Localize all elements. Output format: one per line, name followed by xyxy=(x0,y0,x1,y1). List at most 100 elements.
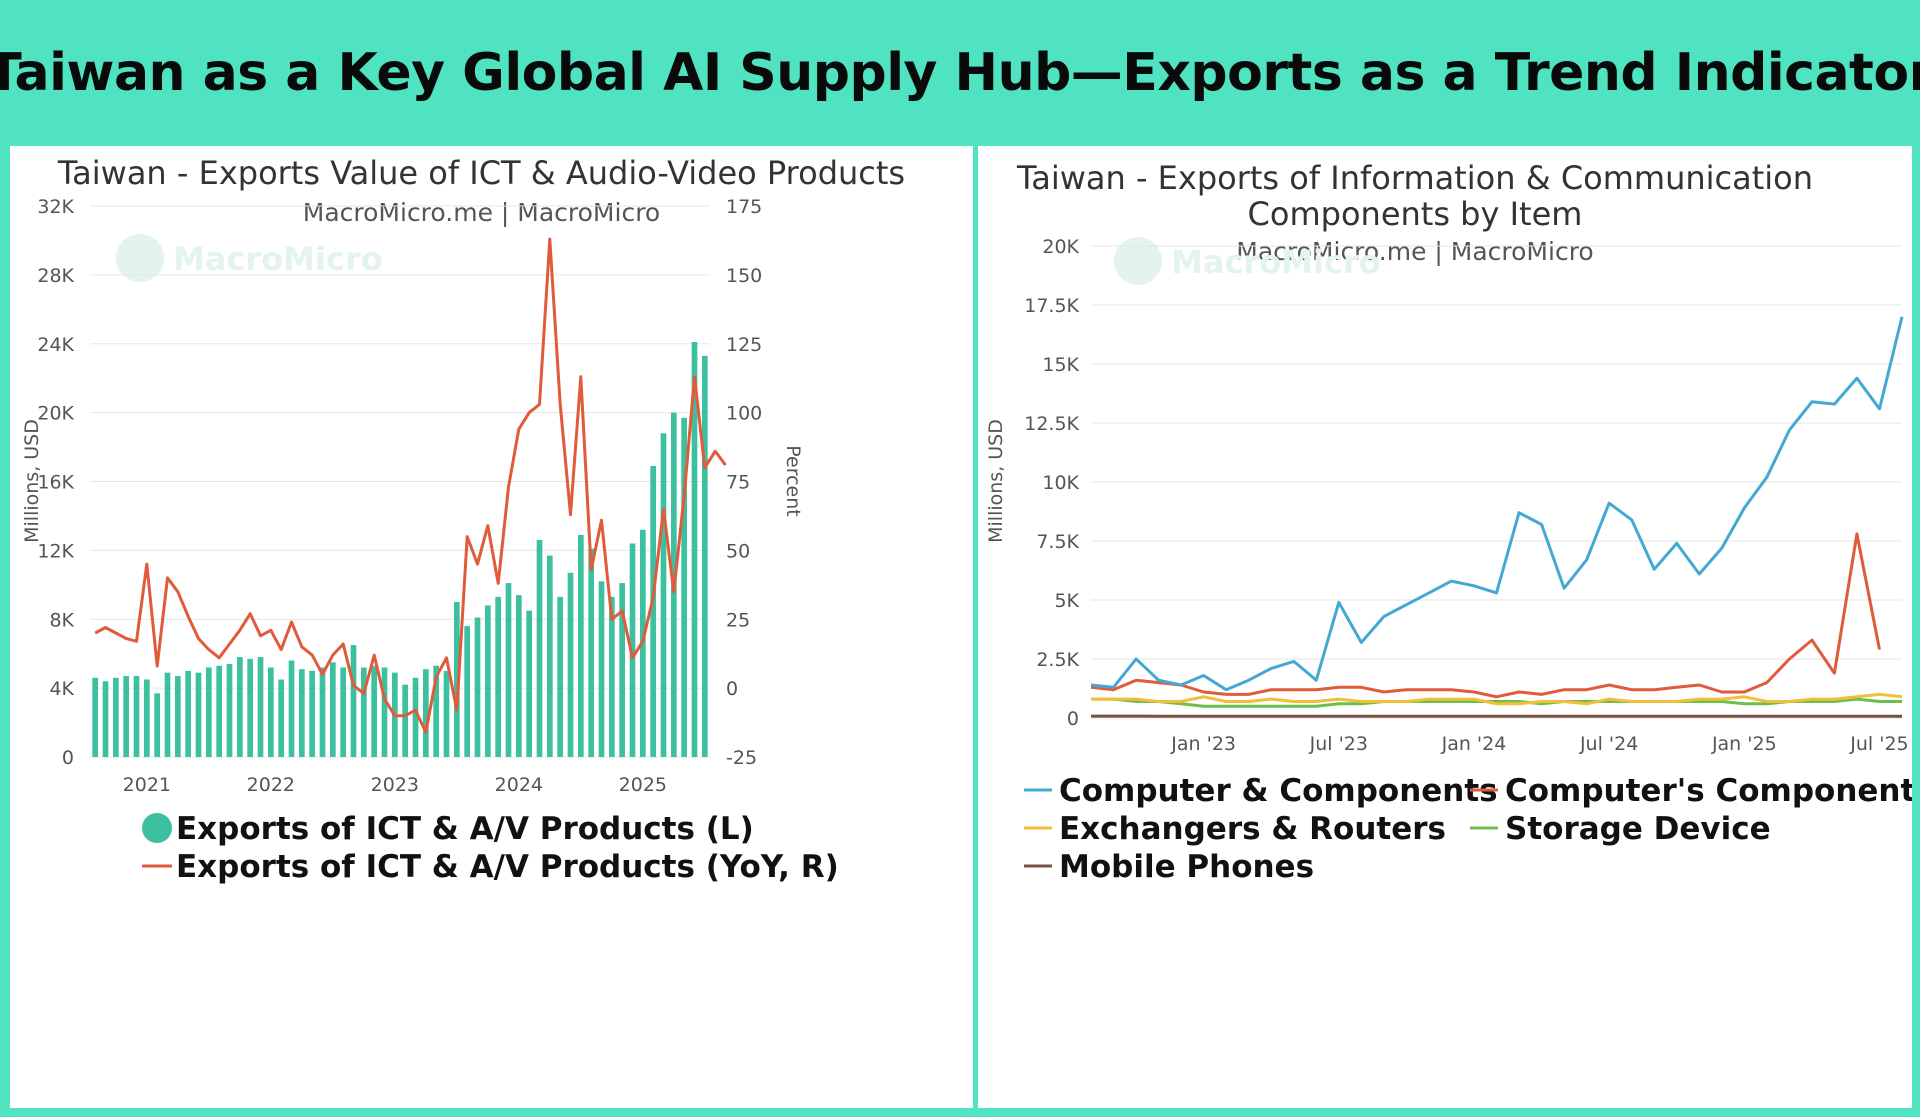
bar xyxy=(257,657,264,757)
bar xyxy=(495,596,502,757)
x-tick-label: 2024 xyxy=(495,774,543,796)
bar xyxy=(267,667,274,757)
bar xyxy=(464,626,471,757)
bar xyxy=(453,602,460,757)
y-tick-label: 15K xyxy=(1042,354,1079,376)
y-tick-label: 20K xyxy=(37,403,74,425)
bar xyxy=(505,583,512,757)
bar xyxy=(412,677,419,757)
watermark-logo-icon xyxy=(116,234,164,282)
bar xyxy=(701,355,708,757)
bar xyxy=(236,657,243,757)
y-tick-label: 10K xyxy=(1042,472,1079,494)
bar xyxy=(577,534,584,757)
bar xyxy=(608,596,615,757)
right-chart: Taiwan - Exports of Information & Commun… xyxy=(985,159,1912,885)
y2-tick-label: 75 xyxy=(726,472,750,494)
y-tick-label: 16K xyxy=(37,472,74,494)
y2-tick-label: -25 xyxy=(726,747,757,769)
bar xyxy=(329,662,336,757)
bar xyxy=(247,658,254,757)
bar xyxy=(319,667,326,757)
legend-bar-marker xyxy=(142,813,172,843)
y-tick-label: 20K xyxy=(1042,236,1079,258)
y-tick-label: 32K xyxy=(37,196,74,218)
x-tick-label: Jan '23 xyxy=(1170,733,1236,755)
bar xyxy=(309,670,316,757)
legend-label: Storage Device xyxy=(1505,811,1771,847)
y-tick-label: 0 xyxy=(1067,708,1079,730)
y-axis-label: Millions, USD xyxy=(21,419,43,543)
legend-label: Computer's Components xyxy=(1505,773,1912,809)
bar xyxy=(133,676,140,757)
bar xyxy=(350,645,357,757)
y2-tick-label: 0 xyxy=(726,678,738,700)
chart-subtitle: MacroMicro.me | MacroMicro xyxy=(303,198,660,227)
bar xyxy=(567,572,574,757)
x-tick-label: Jan '25 xyxy=(1711,733,1777,755)
y2-tick-label: 50 xyxy=(726,540,750,562)
chart-title-line-1: Taiwan - Exports of Information & Commun… xyxy=(1016,159,1813,197)
y-tick-label: 12K xyxy=(37,540,74,562)
bar xyxy=(681,417,688,757)
bar xyxy=(660,433,667,757)
bar xyxy=(402,684,409,757)
chart-title: Taiwan - Exports Value of ICT & Audio-Vi… xyxy=(57,154,905,192)
watermark-text: MacroMicro xyxy=(1171,243,1381,281)
bar xyxy=(288,660,295,757)
x-tick-label: Jul '23 xyxy=(1309,733,1368,755)
legend-label: Mobile Phones xyxy=(1059,849,1314,885)
y-tick-label: 5K xyxy=(1054,590,1079,612)
bar xyxy=(588,548,595,757)
x-tick-label: Jul '24 xyxy=(1579,733,1638,755)
bar xyxy=(164,672,171,757)
bar xyxy=(443,670,450,757)
yoy-line xyxy=(94,237,727,734)
legend-label: Exchangers & Routers xyxy=(1059,811,1446,847)
bar xyxy=(619,583,626,757)
series-line xyxy=(1090,316,1904,692)
bar xyxy=(422,669,429,757)
left-chart-panel: Taiwan - Exports Value of ICT & Audio-Vi… xyxy=(10,146,973,1108)
bar xyxy=(226,664,233,757)
legend-bar-label: Exports of ICT & A/V Products (L) xyxy=(176,811,754,847)
series-line xyxy=(1091,692,1903,706)
y2-tick-label: 100 xyxy=(726,403,762,425)
bar xyxy=(174,676,181,757)
bar xyxy=(123,676,130,757)
x-tick-label: 2022 xyxy=(247,774,295,796)
bar xyxy=(92,677,99,757)
bar xyxy=(112,677,119,757)
x-tick-label: 2023 xyxy=(371,774,419,796)
bar xyxy=(629,543,636,757)
bar xyxy=(102,681,109,757)
bar xyxy=(185,670,192,757)
chart-title-line-2: Components by Item xyxy=(1248,195,1583,233)
bar xyxy=(433,665,440,757)
y-tick-label: 12.5K xyxy=(1024,413,1079,435)
y-tick-label: 24K xyxy=(37,334,74,356)
banner-title: Taiwan as a Key Global AI Supply Hub—Exp… xyxy=(0,43,1920,103)
y2-tick-label: 150 xyxy=(726,265,762,287)
y2-tick-label: 175 xyxy=(726,196,762,218)
bar xyxy=(216,665,223,757)
bar xyxy=(691,342,698,757)
left-chart: Taiwan - Exports Value of ICT & Audio-Vi… xyxy=(21,154,905,885)
bar xyxy=(278,679,285,757)
bar xyxy=(650,466,657,757)
x-tick-label: Jan '24 xyxy=(1441,733,1507,755)
bar xyxy=(557,596,564,757)
right-chart-panel: Taiwan - Exports of Information & Commun… xyxy=(978,146,1912,1108)
y-tick-label: 2.5K xyxy=(1036,649,1079,671)
chart-subtitle: MacroMicro.me | MacroMicro xyxy=(1236,237,1593,266)
bar xyxy=(298,669,305,757)
y-tick-label: 28K xyxy=(37,265,74,287)
bar xyxy=(154,693,161,757)
y2-tick-label: 125 xyxy=(726,334,762,356)
y-tick-label: 4K xyxy=(49,678,74,700)
y2-tick-label: 25 xyxy=(726,609,750,631)
banner: Taiwan as a Key Global AI Supply Hub—Exp… xyxy=(0,0,1920,146)
y-tick-label: 8K xyxy=(49,609,74,631)
bar xyxy=(143,679,150,757)
legend-label: Computer & Components xyxy=(1059,773,1498,809)
